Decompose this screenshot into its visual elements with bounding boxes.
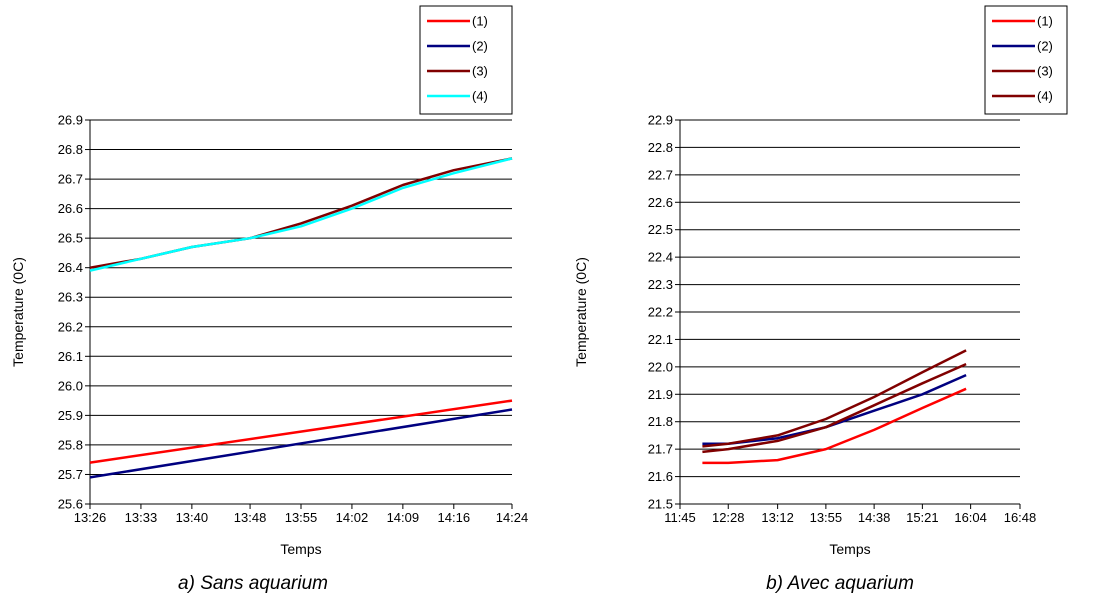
- y-tick-label: 22.5: [648, 222, 673, 237]
- y-tick-label: 26.5: [58, 231, 83, 246]
- y-tick-label: 22.2: [648, 305, 673, 320]
- legend: (1) (2) (3) (4): [419, 5, 513, 115]
- y-tick-label: 22.7: [648, 167, 673, 182]
- x-tick-label: 11:45: [664, 510, 696, 525]
- y-tick-label: 26.0: [58, 378, 83, 393]
- chart-caption: a) Sans aquarium: [178, 573, 328, 594]
- series-line-3: [702, 349, 967, 448]
- chart-caption: b) Avec aquarium: [766, 573, 914, 594]
- y-tick-label: 22.0: [648, 359, 673, 374]
- legend-label: (1): [472, 14, 488, 29]
- y-tick-label: 22.9: [648, 113, 673, 128]
- y-tick-label: 26.1: [58, 349, 83, 364]
- x-tick-label: 14:09: [387, 510, 420, 525]
- y-tick-label: 21.6: [648, 469, 673, 484]
- x-tick-label: 13:55: [810, 510, 843, 525]
- series-line-4: [702, 362, 967, 454]
- y-tick-label: 22.4: [648, 250, 673, 265]
- x-tick-label: 16:04: [954, 510, 987, 525]
- y-tick-label: 21.9: [648, 387, 673, 402]
- x-tick-label: 15:21: [906, 510, 939, 525]
- y-tick-label: 21.8: [648, 414, 673, 429]
- y-tick-label: 26.3: [58, 290, 83, 305]
- legend-label: (4): [1037, 89, 1053, 104]
- x-tick-label: 13:33: [125, 510, 158, 525]
- y-tick-label: 26.4: [58, 260, 83, 275]
- y-tick-label: 25.6: [58, 497, 83, 512]
- x-tick-label: 13:55: [285, 510, 318, 525]
- legend-label: (3): [472, 64, 488, 79]
- legend-label: (4): [472, 89, 488, 104]
- legend-label: (1): [1037, 14, 1053, 29]
- y-tick-label: 26.9: [58, 113, 83, 128]
- y-tick-label: 26.6: [58, 201, 83, 216]
- x-tick-label: 13:40: [176, 510, 209, 525]
- y-tick-label: 22.3: [648, 277, 673, 292]
- x-tick-label: 14:02: [336, 510, 369, 525]
- x-tick-label: 13:26: [74, 510, 107, 525]
- series-line-2: [89, 408, 513, 479]
- series-line-4: [89, 157, 513, 272]
- y-tick-label: 21.5: [648, 497, 673, 512]
- x-tick-label: 14:24: [496, 510, 529, 525]
- y-tick-label: 25.9: [58, 408, 83, 423]
- series-line-1: [89, 399, 513, 464]
- chart-avec-aquarium: 21.5 21.6 21.7 21.8 21.9 22.0 22.1 22.2 22.3 22.4…: [573, 5, 1068, 594]
- series-line-2: [702, 373, 967, 445]
- x-tick-label: 14:16: [438, 510, 471, 525]
- x-tick-label: 16:48: [1004, 510, 1037, 525]
- y-axis-title: Temperature (0C): [10, 257, 26, 367]
- x-axis-title: Temps: [829, 541, 870, 557]
- y-tick-label: 21.7: [648, 442, 673, 457]
- chart-sans-aquarium: 25.6 25.7 25.8 25.9 26.0 26.1 26.2 26.3 26.4 26.5…: [10, 5, 529, 594]
- x-tick-label: 14:38: [858, 510, 891, 525]
- legend-label: (3): [1037, 64, 1053, 79]
- x-tick-label: 13:48: [234, 510, 267, 525]
- series-line-1: [702, 387, 967, 465]
- y-tick-label: 26.2: [58, 319, 83, 334]
- x-tick-label: 13:12: [761, 510, 794, 525]
- y-tick-label: 22.1: [648, 332, 673, 347]
- y-tick-label: 26.7: [58, 172, 83, 187]
- y-tick-label: 26.8: [58, 142, 83, 157]
- y-tick-label: 22.6: [648, 195, 673, 210]
- y-axis-title: Temperature (0C): [573, 257, 589, 367]
- x-tick-label: 12:28: [712, 510, 745, 525]
- y-tick-label: 25.7: [58, 467, 83, 482]
- legend: (1) (2) (3) (4): [984, 5, 1068, 115]
- y-tick-label: 25.8: [58, 437, 83, 452]
- y-tick-label: 22.8: [648, 140, 673, 155]
- x-axis-title: Temps: [280, 541, 321, 557]
- legend-label: (2): [472, 39, 488, 54]
- legend-label: (2): [1037, 39, 1053, 54]
